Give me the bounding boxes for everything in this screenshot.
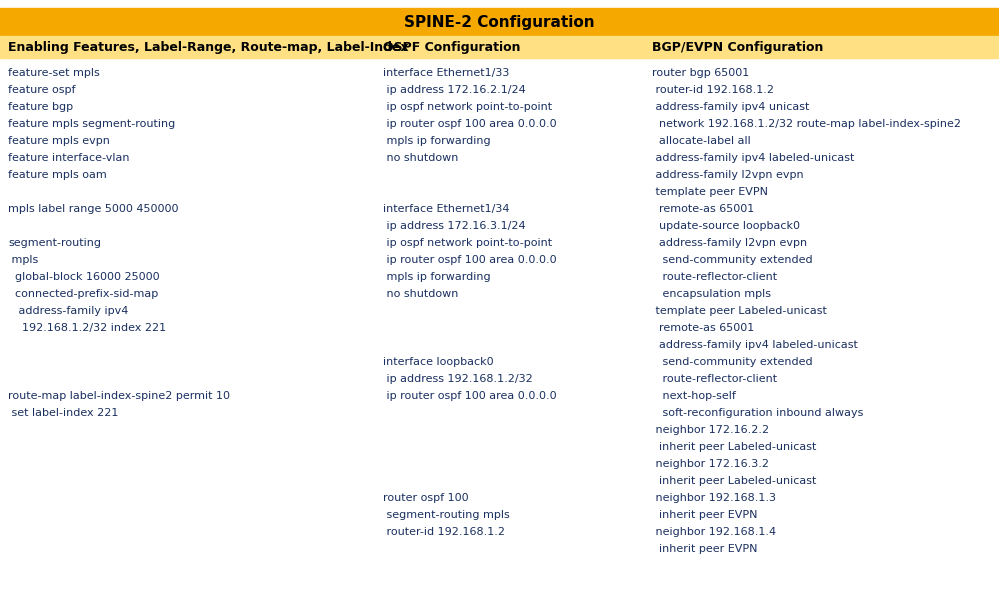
Text: neighbor 172.16.3.2: neighbor 172.16.3.2: [652, 459, 769, 469]
Text: neighbor 172.16.2.2: neighbor 172.16.2.2: [652, 425, 769, 435]
Text: feature-set mpls: feature-set mpls: [8, 68, 100, 78]
Text: set label-index 221: set label-index 221: [8, 408, 118, 418]
Text: encapsulation mpls: encapsulation mpls: [652, 289, 771, 299]
Text: router-id 192.168.1.2: router-id 192.168.1.2: [652, 85, 774, 95]
Text: inherit peer EVPN: inherit peer EVPN: [652, 510, 758, 520]
Text: inherit peer Labeled-unicast: inherit peer Labeled-unicast: [652, 442, 817, 452]
Text: feature ospf: feature ospf: [8, 85, 76, 95]
Text: neighbor 192.168.1.3: neighbor 192.168.1.3: [652, 493, 776, 503]
Text: BGP/EVPN Configuration: BGP/EVPN Configuration: [652, 40, 824, 53]
Text: feature bgp: feature bgp: [8, 102, 73, 112]
Text: mpls ip forwarding: mpls ip forwarding: [383, 136, 491, 146]
Text: send-community extended: send-community extended: [652, 357, 813, 367]
Text: interface Ethernet1/34: interface Ethernet1/34: [383, 204, 509, 214]
Text: no shutdown: no shutdown: [383, 153, 458, 163]
Text: address-family l2vpn evpn: address-family l2vpn evpn: [652, 170, 804, 180]
Text: ip router ospf 100 area 0.0.0.0: ip router ospf 100 area 0.0.0.0: [383, 119, 556, 129]
Text: network 192.168.1.2/32 route-map label-index-spine2: network 192.168.1.2/32 route-map label-i…: [652, 119, 961, 129]
Text: route-reflector-client: route-reflector-client: [652, 272, 777, 282]
Text: update-source loopback0: update-source loopback0: [652, 221, 800, 231]
Text: feature mpls evpn: feature mpls evpn: [8, 136, 110, 146]
Text: ip ospf network point-to-point: ip ospf network point-to-point: [383, 238, 551, 248]
Text: send-community extended: send-community extended: [652, 255, 813, 265]
Text: router bgp 65001: router bgp 65001: [652, 68, 749, 78]
Text: connected-prefix-sid-map: connected-prefix-sid-map: [8, 289, 158, 299]
Text: ip address 172.16.3.1/24: ip address 172.16.3.1/24: [383, 221, 525, 231]
Text: segment-routing mpls: segment-routing mpls: [383, 510, 509, 520]
Text: mpls ip forwarding: mpls ip forwarding: [383, 272, 491, 282]
Text: ip router ospf 100 area 0.0.0.0: ip router ospf 100 area 0.0.0.0: [383, 255, 556, 265]
Text: next-hop-self: next-hop-self: [652, 391, 736, 401]
Text: inherit peer EVPN: inherit peer EVPN: [652, 544, 758, 554]
Text: remote-as 65001: remote-as 65001: [652, 323, 754, 333]
Text: feature mpls segment-routing: feature mpls segment-routing: [8, 119, 175, 129]
Text: address-family ipv4: address-family ipv4: [8, 306, 128, 316]
Text: interface loopback0: interface loopback0: [383, 357, 494, 367]
Text: segment-routing: segment-routing: [8, 238, 101, 248]
Text: soft-reconfiguration inbound always: soft-reconfiguration inbound always: [652, 408, 864, 418]
Text: router-id 192.168.1.2: router-id 192.168.1.2: [383, 527, 504, 537]
Text: route-reflector-client: route-reflector-client: [652, 374, 777, 384]
Text: ip router ospf 100 area 0.0.0.0: ip router ospf 100 area 0.0.0.0: [383, 391, 556, 401]
Text: 192.168.1.2/32 index 221: 192.168.1.2/32 index 221: [8, 323, 166, 333]
Text: ip ospf network point-to-point: ip ospf network point-to-point: [383, 102, 551, 112]
Text: ip address 192.168.1.2/32: ip address 192.168.1.2/32: [383, 374, 532, 384]
Text: feature mpls oam: feature mpls oam: [8, 170, 107, 180]
Text: neighbor 192.168.1.4: neighbor 192.168.1.4: [652, 527, 776, 537]
Text: remote-as 65001: remote-as 65001: [652, 204, 754, 214]
Text: router ospf 100: router ospf 100: [383, 493, 469, 503]
Text: template peer EVPN: template peer EVPN: [652, 187, 768, 197]
Text: route-map label-index-spine2 permit 10: route-map label-index-spine2 permit 10: [8, 391, 230, 401]
Bar: [0, 36, 999, 58]
Text: mpls label range 5000 450000: mpls label range 5000 450000: [8, 204, 179, 214]
Bar: [0, 8, 999, 36]
Text: address-family l2vpn evpn: address-family l2vpn evpn: [652, 238, 807, 248]
Text: no shutdown: no shutdown: [383, 289, 458, 299]
Text: feature interface-vlan: feature interface-vlan: [8, 153, 130, 163]
Text: Enabling Features, Label-Range, Route-map, Label-Index: Enabling Features, Label-Range, Route-ma…: [8, 40, 409, 53]
Text: inherit peer Labeled-unicast: inherit peer Labeled-unicast: [652, 476, 817, 486]
Text: mpls: mpls: [8, 255, 38, 265]
Text: ip address 172.16.2.1/24: ip address 172.16.2.1/24: [383, 85, 525, 95]
Text: template peer Labeled-unicast: template peer Labeled-unicast: [652, 306, 827, 316]
Text: address-family ipv4 labeled-unicast: address-family ipv4 labeled-unicast: [652, 153, 855, 163]
Text: address-family ipv4 unicast: address-family ipv4 unicast: [652, 102, 810, 112]
Text: OSPF Configuration: OSPF Configuration: [383, 40, 520, 53]
Text: allocate-label all: allocate-label all: [652, 136, 751, 146]
Text: global-block 16000 25000: global-block 16000 25000: [8, 272, 160, 282]
Text: SPINE-2 Configuration: SPINE-2 Configuration: [405, 14, 594, 30]
Text: interface Ethernet1/33: interface Ethernet1/33: [383, 68, 509, 78]
Text: address-family ipv4 labeled-unicast: address-family ipv4 labeled-unicast: [652, 340, 858, 350]
